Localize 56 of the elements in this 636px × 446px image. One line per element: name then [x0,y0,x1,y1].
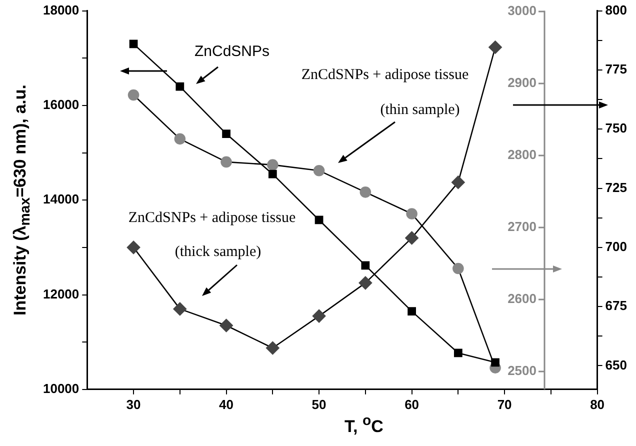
point [220,156,232,168]
y2-tick-label: 3000 [508,3,536,18]
annotation: (thick sample) [174,244,262,260]
x-tick-label: 80 [590,396,605,412]
x-axis-title: T, $^{o}$C [344,413,384,437]
point [220,318,233,332]
y-tick-label: 18000 [42,2,80,18]
y3-tick-label: 775 [605,62,628,77]
annotation: ZnCdSNPs + adipose tissue [128,210,296,226]
point [126,240,140,254]
y2-tick-label: 2900 [508,75,536,90]
point [176,82,184,91]
point [361,261,370,270]
point [405,231,418,245]
annotation: ZnCdSNPs [194,43,270,60]
point [129,40,138,48]
point [452,262,464,274]
point [128,89,140,101]
point [266,341,280,355]
point [222,130,230,138]
y2-tick-label: 2500 [508,363,536,378]
point [313,164,325,176]
y3-tick-label: 650 [605,357,628,372]
x-tick-label: 30 [126,396,141,412]
point [267,159,278,170]
point [452,176,465,190]
x-tick-label: 50 [312,396,326,412]
y3-tick-label: 675 [605,298,628,314]
point [314,216,324,224]
point [358,276,372,290]
y3-tick-label: 725 [605,180,628,195]
point [406,208,418,220]
point [174,133,186,145]
y-tick-label: 12000 [42,286,80,302]
y2-tick-label: 2800 [508,147,536,162]
point [173,302,187,316]
y2-tick-label: 2700 [508,219,536,234]
y3-tick-label: 750 [605,120,628,136]
point [408,307,416,316]
point [488,40,502,54]
y-tick-label: 16000 [42,97,80,112]
y2-tick-label: 2600 [508,291,536,306]
point [360,186,372,198]
y3-tick-label: 800 [605,2,628,18]
y-tick-label: 14000 [42,192,80,207]
point [491,358,500,367]
point [312,309,326,323]
y-tick-label: 10000 [42,380,80,396]
point [454,348,462,358]
point [268,170,277,178]
x-tick-label: 40 [219,396,234,412]
annotation: ZnCdSNPs + adipose tissue [301,66,469,83]
annotation: (thin sample) [380,102,460,118]
x-tick-label: 60 [404,396,420,412]
y3-tick-label: 700 [605,239,628,254]
x-tick-label: 70 [497,396,512,412]
